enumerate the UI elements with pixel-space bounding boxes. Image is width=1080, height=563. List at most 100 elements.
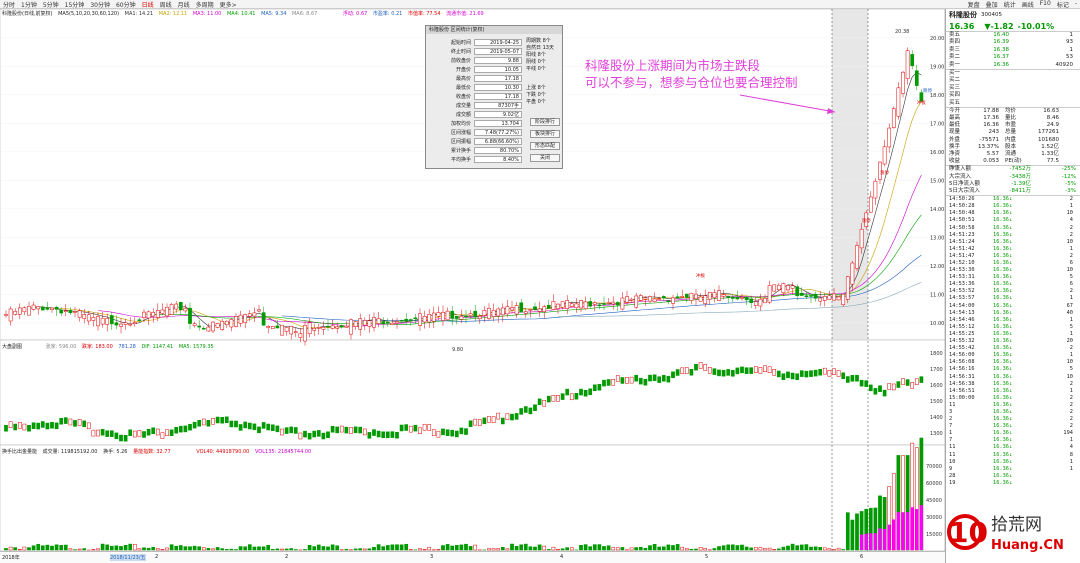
toolbar-action[interactable]: 复盘 <box>967 1 980 9</box>
candle-body <box>321 327 326 330</box>
mid-candle <box>749 367 754 374</box>
candle-body <box>712 292 717 298</box>
candle-body <box>795 286 800 297</box>
mid-candle <box>270 424 275 431</box>
mid-candle <box>234 420 238 428</box>
toolbar-action[interactable]: 统计 <box>1003 1 1016 9</box>
dialog-row-value[interactable]: 2019-04-25 <box>474 38 522 46</box>
candle-body <box>542 306 547 312</box>
vol-item-0: 成交量: 119815192.00 <box>42 449 98 455</box>
volume-bar <box>160 549 165 551</box>
tick-row: 14:50:28 16.36↓ 1 <box>946 203 1080 210</box>
ask-volume: 40920 <box>1055 61 1074 68</box>
toolbar-action[interactable]: 画线 <box>1021 1 1034 9</box>
mid-item-4: MA5: 1579.35 <box>178 344 214 350</box>
candle-body <box>247 313 252 317</box>
volume-bar-inner <box>864 533 868 550</box>
volume-bar <box>473 544 478 551</box>
volume-bar <box>307 544 312 551</box>
volume-bar-inner <box>906 512 910 550</box>
candle-body <box>13 311 18 315</box>
candle-body <box>178 302 183 310</box>
tick-price: 16.36↓ <box>993 345 1013 352</box>
period-tab[interactable]: 日线 <box>141 1 154 9</box>
mid-candle <box>740 366 744 374</box>
candle-body <box>726 296 731 298</box>
volume-bar <box>404 543 409 551</box>
mid-candle <box>188 423 192 431</box>
ma2-value: MA2: 12.11 <box>158 11 188 17</box>
mid-candle <box>238 424 243 431</box>
volume-bar <box>289 548 294 551</box>
period-tab[interactable]: 15分钟 <box>64 1 85 9</box>
dialog-button[interactable]: 阶段排行 <box>530 118 560 126</box>
volume-bar <box>114 545 119 551</box>
bid-label: 买一 <box>949 69 961 76</box>
dialog-row-label: 收盘价 <box>455 93 471 100</box>
mid-axis-tick: 1400 <box>930 415 943 421</box>
period-tab[interactable]: 月线 <box>177 1 190 9</box>
period-tab[interactable]: 更多> <box>219 1 237 9</box>
tick-time: 14:54:13 <box>949 309 975 316</box>
toolbar-action[interactable]: F10 <box>1039 0 1051 7</box>
ask-price: 16.37 <box>993 54 1009 61</box>
candle-body <box>307 322 312 335</box>
toolbar-action[interactable]: - <box>1074 0 1077 7</box>
mid-candle <box>822 367 827 375</box>
period-tab[interactable]: 30分钟 <box>90 1 110 9</box>
tick-row: 14:56:16 16.36↓ 5 <box>946 366 1080 373</box>
limit-tag: 涨停 <box>862 217 871 224</box>
period-tab[interactable]: 周线 <box>159 1 172 9</box>
volume-bar <box>680 546 685 551</box>
volume-bar <box>841 549 846 551</box>
mid-candle <box>666 375 671 383</box>
date-tick: 6 <box>860 554 864 560</box>
volume-bar <box>786 545 790 551</box>
mid-candle <box>252 423 257 431</box>
candle-body <box>744 297 749 301</box>
annotation-text: 科隆股份上涨期间为市场主跌段 可以不参与，想参与仓位也要合理控制 <box>585 57 825 91</box>
toolbar-action[interactable]: 叠加 <box>985 1 998 9</box>
candle-body <box>252 312 257 317</box>
range-stats-dialog[interactable]: 科隆股份 区间统计(复权) 起始时间 2019-04-25 终止时间 2019-05-… <box>425 25 563 169</box>
candle-body <box>450 310 455 319</box>
mid-candle <box>307 432 312 440</box>
tick-row: 28 16.36↓ <box>946 473 1080 480</box>
stat-value-2: 177261 <box>1038 129 1059 136</box>
tick-volume: 2 <box>1069 345 1073 352</box>
period-tab[interactable]: 多周期 <box>195 1 214 9</box>
mid-candle <box>298 432 303 440</box>
mid-candle <box>266 423 271 431</box>
mid-candle <box>468 420 473 427</box>
dialog-button[interactable]: 关闭 <box>530 154 560 162</box>
toolbar-action[interactable]: 标记 <box>1056 1 1069 9</box>
volume-bar <box>510 543 514 551</box>
dialog-row-value[interactable]: 2019-05-07 <box>474 47 522 55</box>
tick-price: 16.36↓ <box>993 451 1013 458</box>
volume-bar <box>721 545 726 551</box>
period-tab[interactable]: 1分钟 <box>21 1 37 9</box>
kline-chart-area[interactable]: 20.00 19.00 18.00 17.00 16.00 15.00 14.00 13.00… <box>0 8 946 552</box>
volume-bar <box>31 545 36 551</box>
volume-bar <box>390 544 395 551</box>
period-tab[interactable]: 分时 <box>3 1 16 9</box>
volume-bars <box>4 437 924 551</box>
tick-price: 16.36↓ <box>993 387 1013 394</box>
mid-candle <box>105 430 110 437</box>
volume-bar <box>753 547 758 551</box>
dialog-row-label: 区间涨幅 <box>450 129 471 136</box>
dialog-button[interactable]: 形态匹配 <box>530 142 560 150</box>
tick-list[interactable]: 14:50:26 16.36↓ 2 14:50:28 16.36↓ 1 14:50:48 16… <box>946 196 1080 487</box>
volume-bar <box>201 547 206 551</box>
dialog-button[interactable]: 板块排行 <box>530 130 560 138</box>
mid-candle <box>197 420 202 427</box>
candle-body <box>344 325 349 328</box>
period-tab[interactable]: 60分钟 <box>115 1 136 9</box>
period-tab[interactable]: 5分钟 <box>42 1 59 9</box>
tick-time: 2 <box>949 416 953 423</box>
candle-body <box>735 296 740 300</box>
tick-volume: 2 <box>1069 196 1073 203</box>
mid-candle <box>27 425 31 432</box>
dialog-row-label: 起始时间 <box>450 39 471 46</box>
candle-body <box>707 292 712 300</box>
